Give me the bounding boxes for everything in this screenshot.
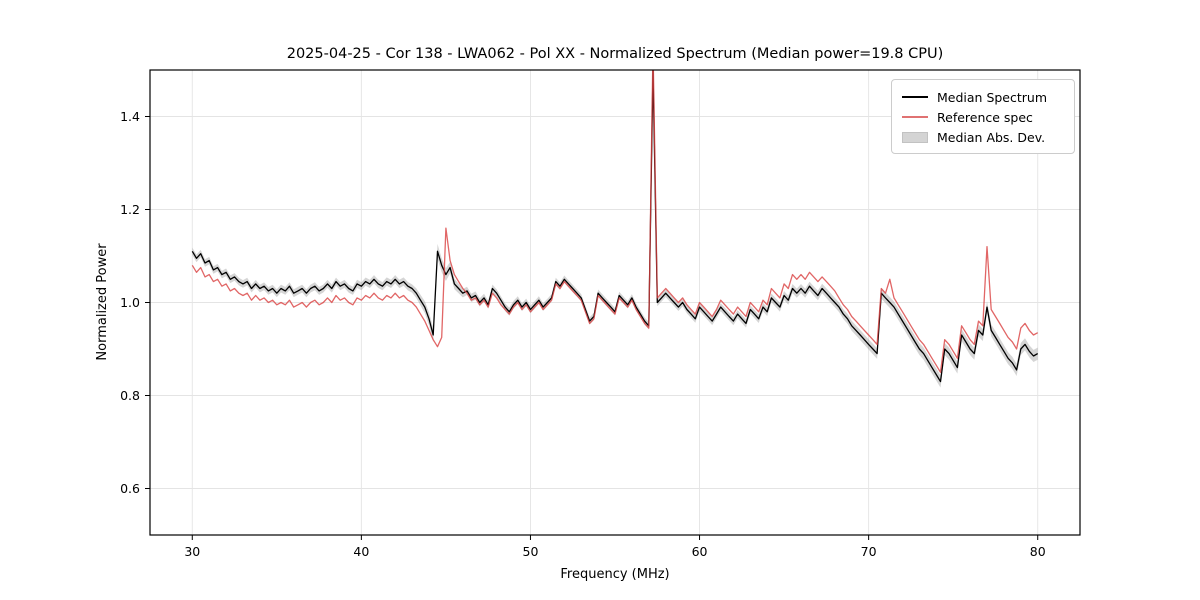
reference-spec-line-swatch: [902, 116, 928, 118]
y-tick-label: 1.4: [120, 109, 140, 124]
legend-label: Reference spec: [937, 109, 1033, 125]
mad-band-polygon: [192, 70, 1038, 388]
axis-ticks: 30 40 50 60 70 80 0.6 0.8 1.0 1.2 1.4: [120, 109, 1046, 559]
x-tick-label: 50: [523, 544, 539, 559]
y-tick-label: 1.0: [120, 295, 140, 310]
x-tick-label: 80: [1030, 544, 1046, 559]
median-spectrum-line-swatch: [902, 96, 928, 98]
spectrum-lines: [191, 70, 1039, 383]
y-axis-label: Normalized Power: [95, 243, 110, 361]
reference-spec-line: [191, 70, 1039, 373]
x-axis-label: Frequency (MHz): [560, 567, 669, 582]
x-tick-label: 30: [184, 544, 200, 559]
legend: Median Spectrum Reference spec Median Ab…: [891, 79, 1075, 154]
mad-patch-swatch: [902, 131, 928, 143]
x-tick-label: 40: [353, 544, 369, 559]
x-tick-label: 60: [692, 544, 708, 559]
y-tick-label: 1.2: [120, 202, 140, 217]
chart-title: 2025-04-25 - Cor 138 - LWA062 - Pol XX -…: [287, 46, 944, 62]
legend-label: Median Spectrum: [937, 89, 1048, 105]
y-tick-label: 0.6: [120, 481, 140, 496]
legend-item-median-abs-dev: Median Abs. Dev.: [902, 127, 1064, 147]
legend-item-median-spectrum: Median Spectrum: [902, 87, 1064, 107]
x-tick-label: 70: [861, 544, 877, 559]
y-tick-label: 0.8: [120, 388, 140, 403]
legend-item-reference-spec: Reference spec: [902, 107, 1064, 127]
legend-label: Median Abs. Dev.: [937, 129, 1046, 145]
mad-band: [192, 70, 1038, 388]
